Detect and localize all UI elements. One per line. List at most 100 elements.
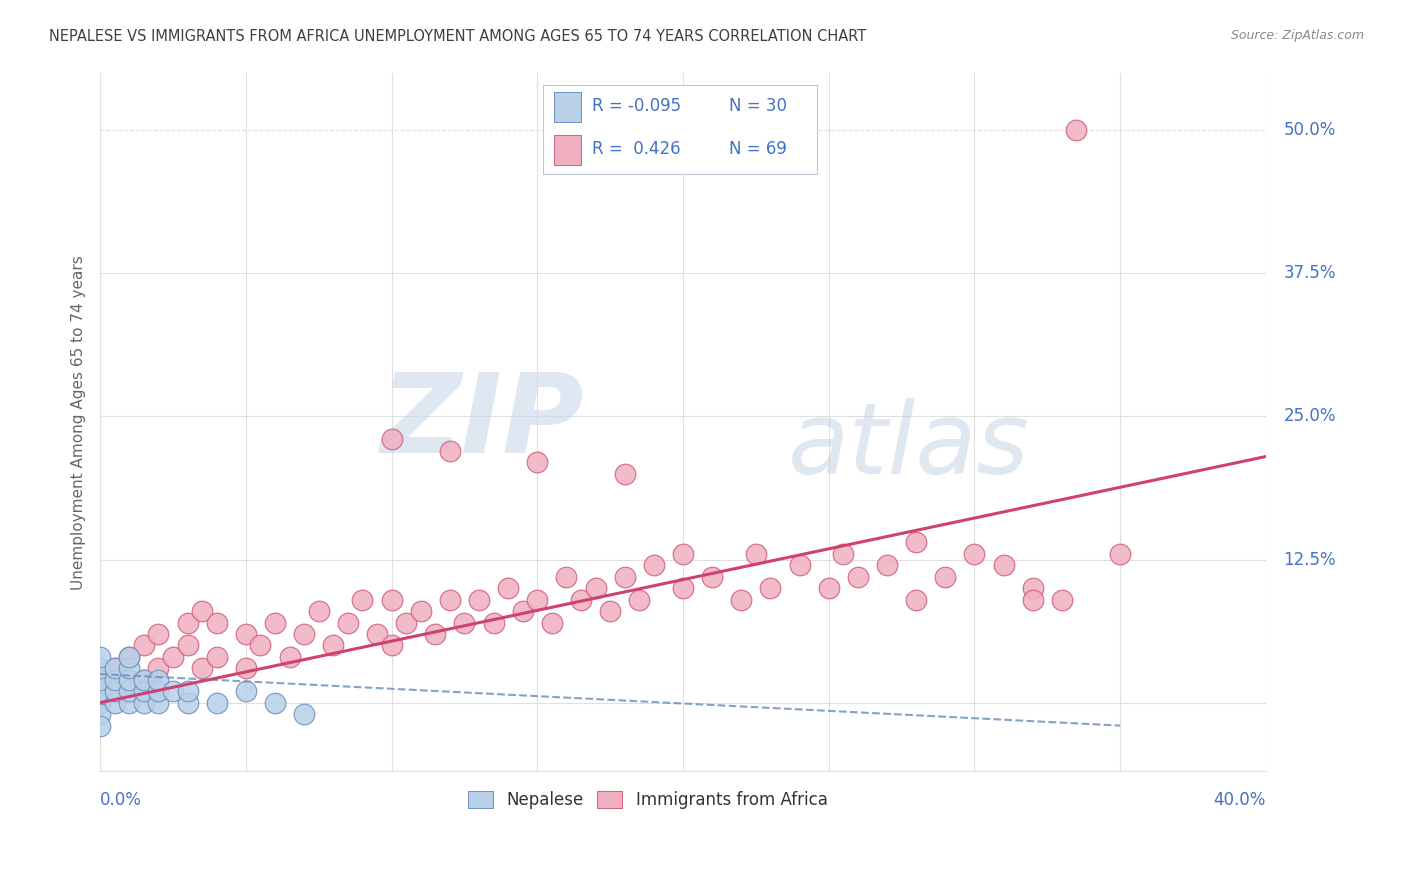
Point (235, 627, 257, 641)
Point (132, 673, 155, 687)
Point (292, 707, 315, 722)
Point (789, 558, 811, 573)
Point (148, 673, 170, 687)
Point (205, 649, 228, 664)
Point (643, 558, 665, 573)
Point (672, 547, 695, 561)
Point (104, 684, 127, 698)
Point (176, 696, 198, 710)
Point (89, 684, 111, 698)
Point (628, 592, 651, 607)
Point (89, 661, 111, 675)
Point (264, 615, 287, 630)
Point (176, 615, 198, 630)
Point (380, 592, 402, 607)
Point (905, 592, 928, 607)
Point (132, 696, 155, 710)
Point (599, 604, 621, 618)
Point (132, 684, 155, 698)
Text: 50.0%: 50.0% (1284, 121, 1336, 139)
Point (264, 696, 287, 710)
Point (905, 535, 928, 549)
Point (1050, 592, 1073, 607)
Point (191, 661, 214, 675)
Point (132, 639, 155, 653)
Text: atlas: atlas (787, 398, 1029, 495)
Point (963, 547, 986, 561)
Point (191, 604, 214, 618)
Point (104, 696, 127, 710)
Y-axis label: Unemployment Among Ages 65 to 74 years: Unemployment Among Ages 65 to 74 years (72, 255, 86, 590)
Point (104, 661, 127, 675)
Point (934, 570, 956, 584)
Text: Source: ZipAtlas.com: Source: ZipAtlas.com (1230, 29, 1364, 42)
Point (1021, 592, 1043, 607)
Point (366, 627, 388, 641)
Point (569, 592, 592, 607)
Point (249, 639, 271, 653)
Point (846, 570, 869, 584)
Point (817, 581, 839, 595)
Point (555, 570, 578, 584)
Point (1021, 581, 1043, 595)
Point (278, 649, 301, 664)
Text: 25.0%: 25.0% (1284, 408, 1336, 425)
Legend: Nepalese, Immigrants from Africa: Nepalese, Immigrants from Africa (461, 784, 834, 815)
Point (118, 684, 141, 698)
Point (176, 639, 198, 653)
Point (148, 661, 170, 675)
Point (745, 547, 768, 561)
Point (439, 443, 461, 458)
Point (672, 581, 695, 595)
Point (730, 592, 752, 607)
Point (832, 547, 855, 561)
Point (540, 615, 562, 630)
Point (148, 627, 170, 641)
Point (425, 627, 447, 641)
Point (482, 615, 505, 630)
Point (526, 592, 548, 607)
Point (132, 673, 155, 687)
Point (104, 661, 127, 675)
Point (89, 696, 111, 710)
Point (613, 570, 636, 584)
Point (148, 696, 170, 710)
Point (1066, 123, 1088, 137)
Text: 40.0%: 40.0% (1213, 791, 1265, 809)
Point (439, 592, 461, 607)
Point (322, 639, 344, 653)
Point (89, 649, 111, 664)
Point (993, 558, 1015, 573)
Text: 37.5%: 37.5% (1284, 264, 1336, 283)
Point (118, 661, 141, 675)
Point (336, 615, 359, 630)
Point (1109, 547, 1132, 561)
Text: ZIP: ZIP (381, 368, 583, 475)
Point (235, 661, 257, 675)
Point (380, 639, 402, 653)
Point (395, 615, 418, 630)
Point (235, 684, 257, 698)
Text: 0.0%: 0.0% (100, 791, 142, 809)
Point (453, 615, 475, 630)
Point (89, 718, 111, 732)
Point (89, 707, 111, 722)
Point (148, 684, 170, 698)
Point (162, 649, 184, 664)
Point (512, 604, 534, 618)
Point (118, 649, 141, 664)
Point (700, 570, 723, 584)
Point (104, 673, 127, 687)
Text: 12.5%: 12.5% (1284, 550, 1336, 568)
Point (759, 581, 782, 595)
Point (118, 673, 141, 687)
Point (585, 581, 607, 595)
Point (205, 615, 228, 630)
Point (380, 433, 402, 447)
Point (89, 696, 111, 710)
Point (118, 696, 141, 710)
Point (292, 627, 315, 641)
Point (308, 604, 330, 618)
Point (205, 696, 228, 710)
Point (89, 673, 111, 687)
